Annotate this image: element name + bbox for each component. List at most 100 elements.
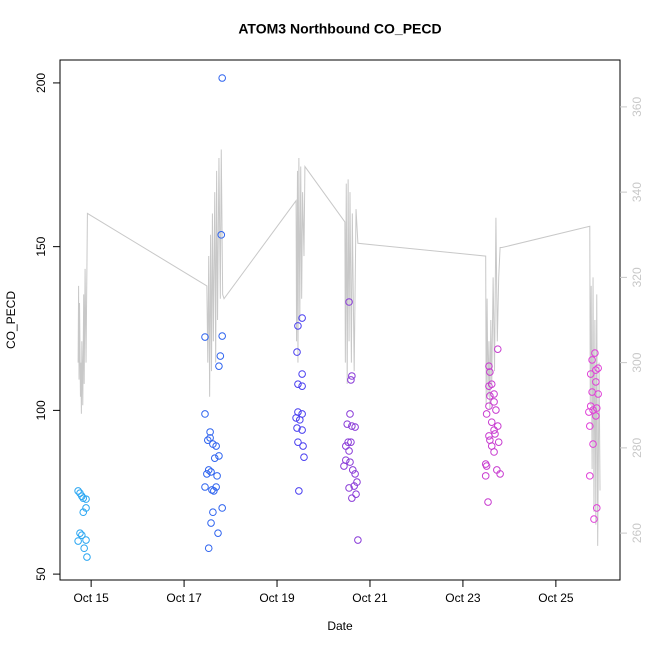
point xyxy=(585,472,594,480)
point xyxy=(592,504,601,512)
point xyxy=(591,349,599,357)
point xyxy=(348,494,356,502)
x-tick-label: Oct 23 xyxy=(445,591,481,605)
point xyxy=(210,487,218,495)
point xyxy=(295,487,303,495)
plot-frame xyxy=(59,59,621,581)
x-tick-label: Oct 15 xyxy=(73,591,109,605)
point xyxy=(294,438,302,446)
point xyxy=(493,345,502,353)
point xyxy=(345,484,353,492)
point xyxy=(215,362,223,370)
point xyxy=(594,390,602,398)
y2-tick-label: 320 xyxy=(630,267,644,287)
point xyxy=(294,380,302,388)
point xyxy=(79,508,88,517)
point xyxy=(589,440,597,448)
point xyxy=(588,356,596,364)
point xyxy=(348,466,357,474)
point xyxy=(347,376,355,384)
point xyxy=(592,366,600,374)
point xyxy=(294,322,302,330)
point xyxy=(496,470,504,478)
point xyxy=(346,458,354,466)
point xyxy=(350,482,358,490)
point xyxy=(76,529,84,537)
y-tick-label: 100 xyxy=(34,400,48,420)
point xyxy=(340,462,348,470)
point xyxy=(298,314,306,322)
y2-tick-label: 300 xyxy=(630,352,644,372)
point xyxy=(212,442,220,450)
point xyxy=(487,418,496,426)
x-tick-label: Oct 19 xyxy=(259,591,295,605)
point xyxy=(485,382,493,390)
point xyxy=(346,410,354,418)
point xyxy=(217,231,226,239)
point xyxy=(485,362,493,370)
point xyxy=(203,436,212,444)
point xyxy=(218,74,226,82)
point xyxy=(351,470,359,478)
chart-title: ATOM3 Northbound CO_PECD xyxy=(238,21,441,37)
point xyxy=(204,544,213,553)
y-tick-label: 50 xyxy=(34,567,48,581)
point xyxy=(299,442,307,450)
point xyxy=(590,515,598,523)
point xyxy=(592,404,601,412)
point xyxy=(481,472,490,480)
y-axis-label: CO_PECD xyxy=(4,291,18,349)
point xyxy=(80,544,88,553)
point xyxy=(482,410,491,418)
point xyxy=(585,408,593,416)
point xyxy=(74,537,82,545)
point xyxy=(490,398,498,406)
point xyxy=(298,382,306,390)
point xyxy=(206,428,214,436)
point xyxy=(343,420,352,428)
point xyxy=(345,447,353,455)
point xyxy=(493,422,502,430)
x-tick-label: Oct 25 xyxy=(538,591,574,605)
point xyxy=(490,448,498,456)
y2-tick-label: 340 xyxy=(630,182,644,202)
point xyxy=(589,406,597,414)
point xyxy=(82,495,90,503)
point xyxy=(207,519,215,527)
point xyxy=(586,370,595,378)
point xyxy=(82,536,90,544)
point xyxy=(83,553,91,561)
point xyxy=(348,422,356,430)
point xyxy=(214,529,222,537)
point xyxy=(300,453,308,462)
point xyxy=(218,332,226,340)
point xyxy=(292,414,300,422)
point xyxy=(209,508,217,517)
point xyxy=(213,472,221,480)
point xyxy=(354,536,362,544)
point xyxy=(492,406,500,414)
point xyxy=(216,352,225,360)
x-tick-label: Oct 17 xyxy=(166,591,202,605)
y2-tick-label: 280 xyxy=(630,438,644,458)
point xyxy=(298,370,306,378)
point xyxy=(201,483,209,491)
point xyxy=(352,490,360,499)
point xyxy=(490,426,498,434)
x-axis-label: Date xyxy=(327,619,353,633)
point xyxy=(486,368,494,376)
point xyxy=(485,402,493,410)
point xyxy=(344,438,352,446)
point xyxy=(348,372,356,380)
point xyxy=(201,333,209,341)
point xyxy=(345,298,353,306)
point xyxy=(293,424,301,432)
y-tick-label: 150 xyxy=(34,236,48,256)
point xyxy=(298,426,306,434)
x-tick-label: Oct 21 xyxy=(352,591,388,605)
point xyxy=(204,466,213,474)
point xyxy=(201,410,209,418)
y-tick-label: 200 xyxy=(34,73,48,93)
